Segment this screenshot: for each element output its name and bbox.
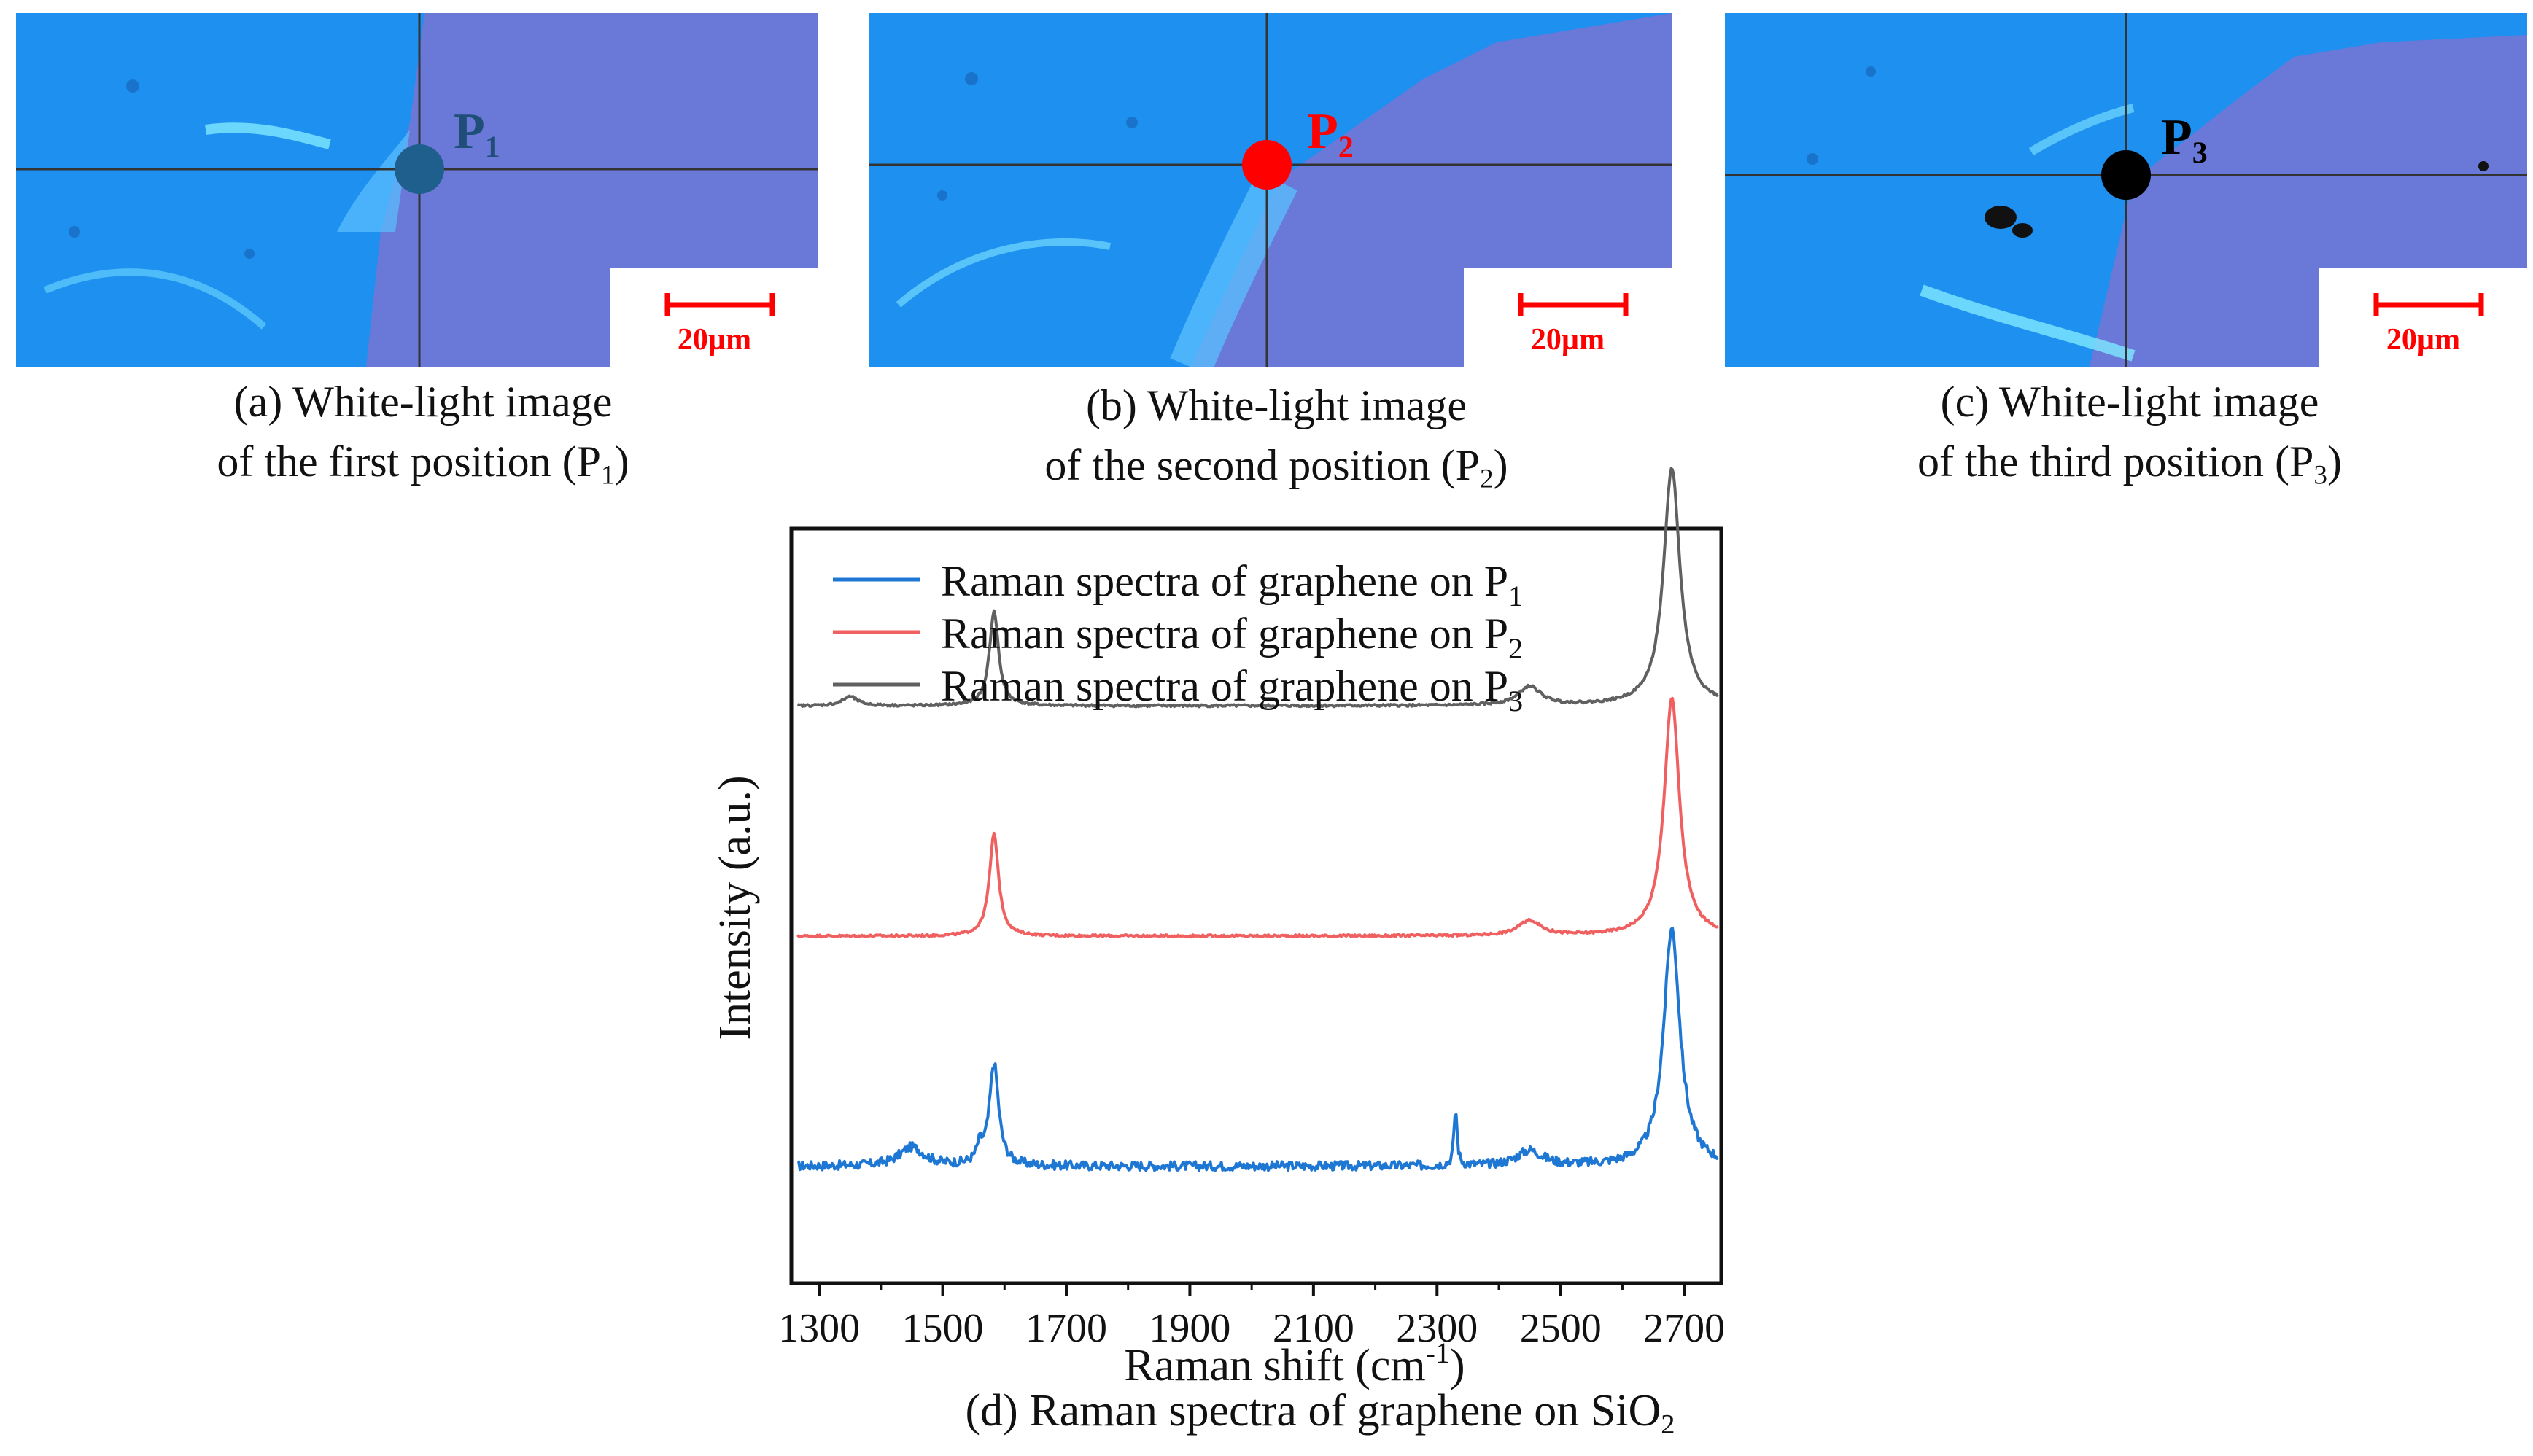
x-tick-label: 2100 — [1273, 1306, 1354, 1351]
legend-label: Raman spectra of graphene on P3 — [941, 662, 1523, 717]
x-axis: 1300 1500 1700 1900 2100 2300 2500 2700 — [778, 1283, 1725, 1351]
caption-b-line1: (b) White-light image — [1085, 381, 1467, 429]
caption-b: (b) White-light image of the second posi… — [853, 375, 1699, 495]
legend-label: Raman spectra of graphene on P2 — [941, 610, 1523, 665]
caption-a: (a) White-light image of the first posit… — [0, 372, 846, 491]
scale-bar-box-p3: 20µm — [2319, 268, 2527, 367]
x-axis-label: Raman shift (cm-1) — [1124, 1336, 1465, 1390]
series-line-p3 — [796, 467, 1719, 709]
white-light-image-p1: P1 20µm — [16, 13, 818, 367]
caption-b-line2: of the second position (P2) — [1044, 441, 1508, 494]
point-marker-p2 — [1242, 140, 1292, 190]
scale-bar-box-p1: 20µm — [610, 268, 818, 367]
series-line-p2 — [796, 696, 1719, 939]
scale-bar-label: 20µm — [2386, 323, 2461, 357]
x-tick-label: 1300 — [778, 1306, 860, 1351]
point-label-p3: P3 — [2161, 109, 2208, 171]
point-label-p2: P2 — [1307, 104, 1354, 165]
caption-d: (d) Raman spectra of graphene on SiO2 — [965, 1386, 1675, 1440]
legend-label: Raman spectra of graphene on P1 — [941, 557, 1523, 612]
y-axis-label: Intensity (a.u.) — [710, 775, 760, 1040]
x-tick-label: 2500 — [1520, 1306, 1602, 1351]
point-label-p1: P1 — [454, 104, 500, 165]
white-light-image-p3: P3 20µm — [1725, 13, 2527, 367]
series-line-p1 — [797, 927, 1719, 1172]
point-marker-p1 — [395, 144, 444, 194]
point-marker-p3 — [2101, 150, 2151, 200]
caption-a-line2: of the first position (P1) — [217, 437, 629, 491]
scale-bar-label: 20µm — [677, 323, 752, 357]
plot-frame — [789, 526, 1723, 1285]
white-light-image-p2: P2 20µm — [869, 13, 1672, 367]
x-tick-label: 2700 — [1643, 1306, 1725, 1351]
scale-bar-label: 20µm — [1530, 323, 1605, 357]
x-tick-label: 1700 — [1025, 1306, 1107, 1351]
series-layer — [796, 467, 1719, 1172]
x-tick-label: 2300 — [1396, 1306, 1478, 1351]
x-tick-label: 1500 — [902, 1306, 984, 1351]
caption-a-line1: (a) White-light image — [233, 378, 613, 426]
caption-c-line1: (c) White-light image — [1940, 378, 2319, 426]
caption-c: (c) White-light image of the third posit… — [1707, 372, 2533, 491]
scale-bar-box-p2: 20µm — [1464, 268, 1672, 367]
caption-c-line2: of the third position (P3) — [1917, 437, 2342, 491]
x-tick-label: 1900 — [1149, 1306, 1230, 1351]
